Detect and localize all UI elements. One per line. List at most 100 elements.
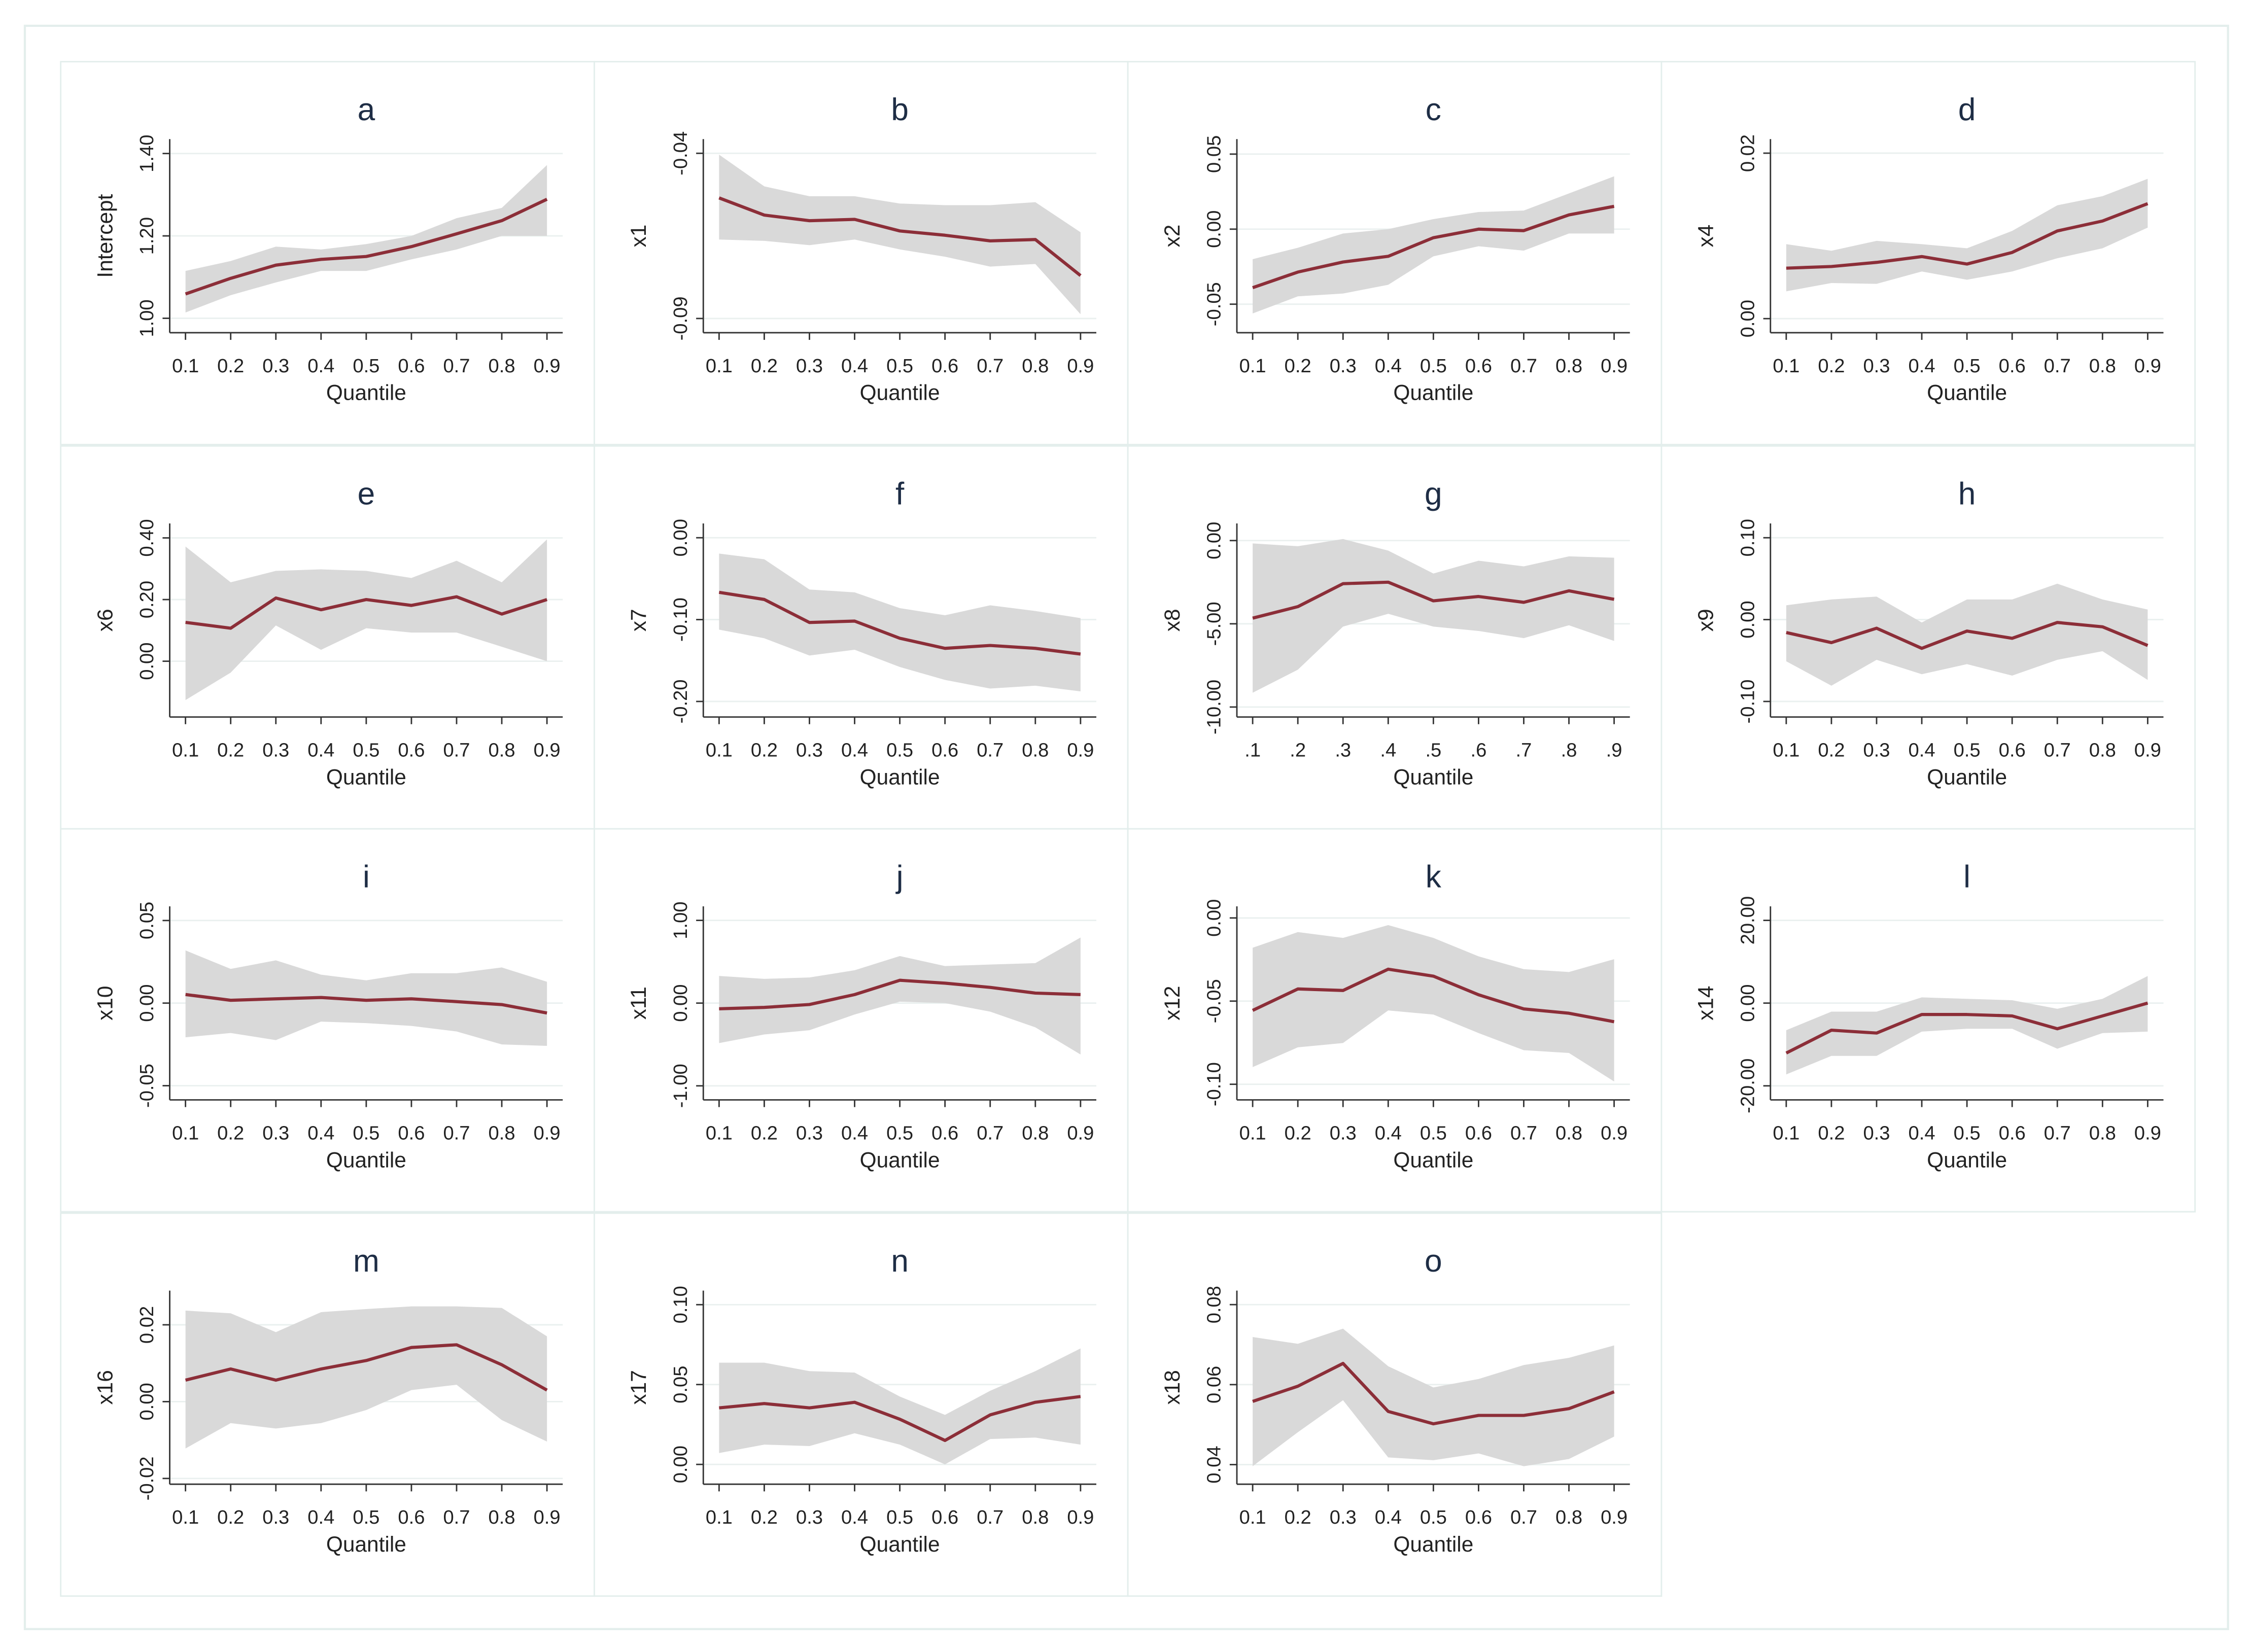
x-tick-label: .2 [1290, 740, 1306, 761]
x-tick-label: 0.6 [398, 1122, 425, 1144]
x-tick-label: 0.9 [1601, 355, 1628, 377]
x-tick-label: 0.3 [1863, 740, 1890, 761]
panel: o 0.04 0.06 0.08 0.1 0.2 0.3 0.4 0.5 0.6 0.7 0.8 0.9… [1127, 1212, 1663, 1597]
x-tick-label: 0.1 [1773, 1122, 1799, 1144]
x-tick-label: 0.8 [1022, 1506, 1049, 1528]
y-tick-label: 0.00 [1203, 522, 1225, 559]
y-tick-label: 0.02 [1737, 134, 1758, 172]
x-axis-title: Quantile [1393, 1148, 1473, 1172]
x-tick-label: 0.9 [2134, 355, 2161, 377]
panel: l -20.00 0.00 20.00 0.1 0.2 0.3 0.4 0.5 0.6 0.7 0.8… [1660, 828, 2196, 1213]
y-tick-label: 0.02 [136, 1306, 158, 1344]
x-tick-label: 0.5 [353, 355, 379, 377]
x-tick-label: 0.9 [1067, 355, 1094, 377]
x-tick-label: 0.2 [217, 1122, 244, 1144]
x-tick-label: 0.4 [307, 355, 334, 377]
x-tick-label: 0.7 [977, 1122, 1003, 1144]
x-tick-label: 0.2 [1285, 1506, 1311, 1528]
y-tick-label: 1.40 [136, 135, 158, 172]
y-tick-label: 0.00 [1737, 601, 1758, 638]
x-axis-title: Quantile [1927, 1148, 2007, 1172]
x-tick-label: 0.7 [2044, 740, 2071, 761]
coefficient-line [718, 196, 1082, 277]
y-axis-title: x16 [93, 1370, 117, 1404]
y-tick-label: 0.00 [1737, 985, 1758, 1022]
y-tick-label: 0.10 [1737, 519, 1758, 556]
x-axis-title: Quantile [326, 381, 406, 405]
x-tick-label: 0.9 [2134, 740, 2161, 761]
x-tick-label: 0.9 [1067, 1506, 1094, 1528]
x-tick-label: 0.5 [1420, 1122, 1447, 1144]
panel-frame [1127, 445, 1663, 830]
y-tick-label: 1.20 [136, 217, 158, 255]
y-tick-label: 0.06 [1203, 1366, 1225, 1403]
y-tick-label: -0.10 [1203, 1062, 1225, 1106]
x-tick-label: 0.1 [706, 1122, 733, 1144]
x-tick-label: 0.3 [1863, 355, 1890, 377]
x-tick-label: 0.1 [1239, 1506, 1266, 1528]
x-tick-label: 0.5 [886, 1506, 913, 1528]
y-tick-label: 0.10 [670, 1286, 691, 1323]
x-tick-label: 0.2 [1285, 1122, 1311, 1144]
x-tick-label: 0.3 [262, 355, 289, 377]
panel-title: d [1958, 92, 1976, 127]
panel: d 0.00 0.02 0.1 0.2 0.3 0.4 0.5 0.6 0.7 0.8 0.9 Quan… [1660, 61, 2196, 445]
x-tick-label: .8 [1561, 740, 1577, 761]
confidence-band [185, 539, 547, 700]
panel-title: b [891, 92, 909, 127]
y-tick-label: 0.00 [1203, 899, 1225, 937]
x-tick-label: 0.6 [1999, 1122, 2026, 1144]
x-tick-label: 0.4 [1909, 355, 1935, 377]
y-tick-label: 20.00 [1737, 896, 1758, 944]
y-axis-title: x1 [627, 225, 650, 248]
y-tick-label: -0.20 [670, 679, 691, 723]
x-tick-label: 0.1 [1239, 1122, 1266, 1144]
panel-title: l [1963, 860, 1970, 895]
x-tick-label: 0.9 [1067, 740, 1094, 761]
y-tick-label: 0.05 [136, 902, 158, 939]
coefficient-line [185, 1343, 548, 1392]
x-tick-label: 0.6 [1999, 740, 2026, 761]
x-tick-label: 0.7 [1510, 1506, 1537, 1528]
x-tick-label: 0.9 [1601, 1122, 1628, 1144]
x-tick-label: 0.3 [796, 740, 823, 761]
panel-title: g [1425, 477, 1442, 512]
x-tick-label: 0.3 [1330, 1122, 1357, 1144]
confidence-band [1253, 176, 1614, 314]
x-tick-label: 0.4 [841, 1506, 868, 1528]
x-tick-label: 0.5 [886, 740, 913, 761]
x-axis-title: Quantile [1927, 381, 2007, 405]
x-tick-label: 0.1 [706, 740, 733, 761]
x-tick-label: 0.2 [751, 1506, 778, 1528]
panel: a 1.00 1.20 1.40 0.1 0.2 0.3 0.4 0.5 0.6 0.7 0.8 0.9… [60, 61, 595, 445]
x-tick-label: .6 [1471, 740, 1487, 761]
x-tick-label: 0.8 [489, 1506, 515, 1528]
y-tick-label: 0.40 [136, 519, 158, 556]
y-axis-title: x11 [627, 987, 650, 1020]
x-tick-label: 0.1 [1773, 355, 1799, 377]
x-tick-label: 0.4 [307, 740, 334, 761]
panel: j -1.00 0.00 1.00 0.1 0.2 0.3 0.4 0.5 0.6 0.7 0.8 0.… [594, 828, 1129, 1213]
coefficient-line [185, 993, 547, 1015]
x-tick-label: 0.8 [1022, 355, 1049, 377]
y-axis-title: Intercept [93, 194, 117, 277]
x-tick-label: 0.6 [1999, 355, 2026, 377]
x-axis-title: Quantile [326, 1532, 406, 1556]
y-tick-label: 0.00 [136, 1383, 158, 1420]
x-tick-label: 0.5 [1420, 1506, 1447, 1528]
confidence-band [1786, 976, 2148, 1075]
x-tick-label: 0.3 [1330, 1506, 1357, 1528]
x-tick-label: 0.8 [489, 740, 515, 761]
x-axis-title: Quantile [860, 1532, 940, 1556]
x-tick-label: .7 [1516, 740, 1532, 761]
x-tick-label: 0.6 [1465, 355, 1492, 377]
x-tick-label: 0.7 [443, 1506, 470, 1528]
x-tick-label: 0.7 [443, 1122, 470, 1144]
x-tick-label: 0.8 [1555, 1122, 1582, 1144]
x-tick-label: 0.8 [1555, 355, 1582, 377]
x-tick-label: 0.1 [1239, 355, 1266, 377]
x-tick-label: 0.8 [1555, 1506, 1582, 1528]
x-tick-label: 0.8 [1022, 1122, 1049, 1144]
y-tick-label: 0.20 [136, 581, 158, 618]
panel-title: o [1425, 1244, 1442, 1279]
